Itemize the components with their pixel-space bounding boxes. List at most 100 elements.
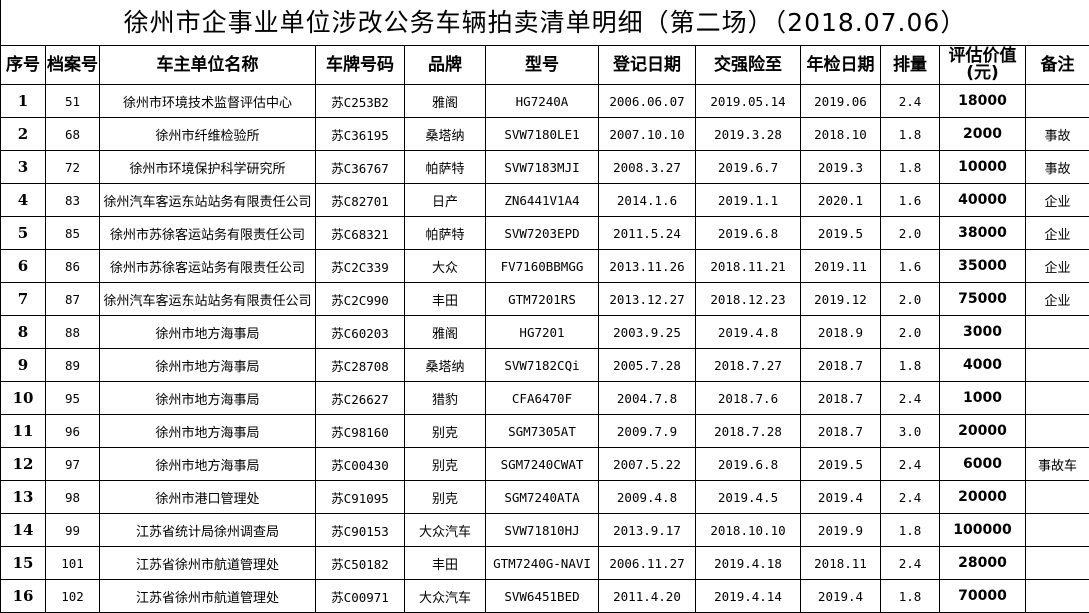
cell-plate[interactable]: 苏C98160 <box>315 414 405 448</box>
cell-reg-date[interactable]: 2005.7.28 <box>598 348 696 382</box>
cell-model[interactable]: FV7160BBMGG <box>485 249 599 283</box>
cell-displacement[interactable]: 1.8 <box>880 150 940 184</box>
cell-model[interactable]: SGM7305AT <box>485 414 599 448</box>
cell-reg-date[interactable]: 2011.5.24 <box>598 216 696 250</box>
column-header-insurance-until[interactable]: 交强险至 <box>695 45 801 85</box>
cell-plate[interactable]: 苏C28708 <box>315 348 405 382</box>
cell-model[interactable]: SVW7180LE1 <box>485 117 599 151</box>
cell-reg-date[interactable]: 2011.4.20 <box>598 579 696 613</box>
cell-displacement[interactable]: 1.8 <box>880 513 940 547</box>
cell-brand[interactable]: 大众 <box>404 249 486 283</box>
cell-insurance-until[interactable]: 2018.11.21 <box>695 249 801 283</box>
cell-insurance-until[interactable]: 2019.4.14 <box>695 579 801 613</box>
cell-displacement[interactable]: 1.8 <box>880 117 940 151</box>
cell-displacement[interactable]: 2.0 <box>880 216 940 250</box>
cell-owner-unit[interactable]: 徐州市苏徐客运站务有限责任公司 <box>99 216 316 250</box>
cell-displacement[interactable]: 1.8 <box>880 348 940 382</box>
cell-model[interactable]: ZN6441V1A4 <box>485 183 599 217</box>
cell-owner-unit[interactable]: 徐州市地方海事局 <box>99 381 316 415</box>
cell-insurance-until[interactable]: 2019.4.18 <box>695 546 801 580</box>
cell-inspection-date[interactable]: 2018.7 <box>800 348 881 382</box>
cell-value[interactable]: 28000 <box>939 546 1026 580</box>
cell-brand[interactable]: 别克 <box>404 447 486 481</box>
cell-remark[interactable] <box>1025 414 1089 448</box>
cell-owner-unit[interactable]: 徐州市地方海事局 <box>99 315 316 349</box>
cell-plate[interactable]: 苏C82701 <box>315 183 405 217</box>
cell-remark[interactable]: 企业 <box>1025 216 1089 250</box>
cell-insurance-until[interactable]: 2018.7.28 <box>695 414 801 448</box>
cell-brand[interactable]: 别克 <box>404 414 486 448</box>
cell-file-no[interactable]: 72 <box>45 150 100 184</box>
cell-brand[interactable]: 别克 <box>404 480 486 514</box>
cell-brand[interactable]: 帕萨特 <box>404 216 486 250</box>
cell-inspection-date[interactable]: 2018.7 <box>800 414 881 448</box>
cell-insurance-until[interactable]: 2018.7.27 <box>695 348 801 382</box>
column-header-plate[interactable]: 车牌号码 <box>315 45 405 85</box>
cell-value[interactable]: 18000 <box>939 84 1026 118</box>
cell-brand[interactable]: 大众汽车 <box>404 579 486 613</box>
cell-seq[interactable]: 11 <box>0 414 46 448</box>
cell-owner-unit[interactable]: 江苏省徐州市航道管理处 <box>99 579 316 613</box>
cell-reg-date[interactable]: 2013.9.17 <box>598 513 696 547</box>
cell-file-no[interactable]: 96 <box>45 414 100 448</box>
cell-value[interactable]: 40000 <box>939 183 1026 217</box>
cell-plate[interactable]: 苏C50182 <box>315 546 405 580</box>
cell-displacement[interactable]: 2.0 <box>880 315 940 349</box>
cell-value[interactable]: 20000 <box>939 414 1026 448</box>
cell-reg-date[interactable]: 2007.10.10 <box>598 117 696 151</box>
cell-reg-date[interactable]: 2006.06.07 <box>598 84 696 118</box>
cell-file-no[interactable]: 99 <box>45 513 100 547</box>
cell-inspection-date[interactable]: 2020.1 <box>800 183 881 217</box>
cell-displacement[interactable]: 2.4 <box>880 381 940 415</box>
cell-remark[interactable] <box>1025 348 1089 382</box>
cell-displacement[interactable]: 1.6 <box>880 183 940 217</box>
cell-file-no[interactable]: 85 <box>45 216 100 250</box>
cell-insurance-until[interactable]: 2019.6.7 <box>695 150 801 184</box>
cell-seq[interactable]: 14 <box>0 513 46 547</box>
cell-remark[interactable] <box>1025 579 1089 613</box>
cell-plate[interactable]: 苏C36195 <box>315 117 405 151</box>
cell-file-no[interactable]: 98 <box>45 480 100 514</box>
column-header-owner-unit[interactable]: 车主单位名称 <box>99 45 316 85</box>
cell-model[interactable]: SVW6451BED <box>485 579 599 613</box>
cell-owner-unit[interactable]: 徐州市环境技术监督评估中心 <box>99 84 316 118</box>
cell-reg-date[interactable]: 2013.12.27 <box>598 282 696 316</box>
cell-model[interactable]: SGM7240CWAT <box>485 447 599 481</box>
cell-plate[interactable]: 苏C26627 <box>315 381 405 415</box>
cell-insurance-until[interactable]: 2019.3.28 <box>695 117 801 151</box>
cell-brand[interactable]: 雅阁 <box>404 84 486 118</box>
cell-insurance-until[interactable]: 2019.6.8 <box>695 216 801 250</box>
cell-inspection-date[interactable]: 2019.3 <box>800 150 881 184</box>
cell-reg-date[interactable]: 2009.4.8 <box>598 480 696 514</box>
cell-remark[interactable]: 企业 <box>1025 282 1089 316</box>
cell-brand[interactable]: 桑塔纳 <box>404 117 486 151</box>
cell-inspection-date[interactable]: 2019.11 <box>800 249 881 283</box>
cell-brand[interactable]: 丰田 <box>404 282 486 316</box>
cell-inspection-date[interactable]: 2019.4 <box>800 579 881 613</box>
column-header-remark[interactable]: 备注 <box>1025 45 1089 85</box>
cell-plate[interactable]: 苏C2C339 <box>315 249 405 283</box>
cell-inspection-date[interactable]: 2019.5 <box>800 216 881 250</box>
column-header-inspection-date[interactable]: 年检日期 <box>800 45 881 85</box>
cell-seq[interactable]: 2 <box>0 117 46 151</box>
column-header-file-no[interactable]: 档案号 <box>45 45 100 85</box>
cell-file-no[interactable]: 95 <box>45 381 100 415</box>
cell-owner-unit[interactable]: 徐州市地方海事局 <box>99 414 316 448</box>
cell-value[interactable]: 38000 <box>939 216 1026 250</box>
cell-plate[interactable]: 苏C60203 <box>315 315 405 349</box>
cell-model[interactable]: SVW71810HJ <box>485 513 599 547</box>
cell-file-no[interactable]: 102 <box>45 579 100 613</box>
column-header-model[interactable]: 型号 <box>485 45 599 85</box>
cell-owner-unit[interactable]: 徐州市地方海事局 <box>99 348 316 382</box>
cell-displacement[interactable]: 2.0 <box>880 282 940 316</box>
cell-inspection-date[interactable]: 2018.7 <box>800 381 881 415</box>
cell-seq[interactable]: 5 <box>0 216 46 250</box>
cell-remark[interactable]: 企业 <box>1025 183 1089 217</box>
cell-model[interactable]: HG7240A <box>485 84 599 118</box>
cell-insurance-until[interactable]: 2019.1.1 <box>695 183 801 217</box>
cell-seq[interactable]: 12 <box>0 447 46 481</box>
cell-file-no[interactable]: 68 <box>45 117 100 151</box>
cell-owner-unit[interactable]: 徐州市港口管理处 <box>99 480 316 514</box>
column-header-displacement[interactable]: 排量 <box>880 45 940 85</box>
cell-inspection-date[interactable]: 2019.5 <box>800 447 881 481</box>
